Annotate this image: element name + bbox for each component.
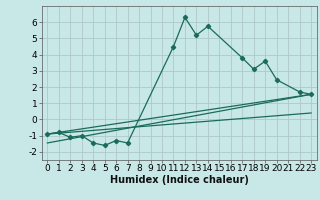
- X-axis label: Humidex (Indice chaleur): Humidex (Indice chaleur): [110, 175, 249, 185]
